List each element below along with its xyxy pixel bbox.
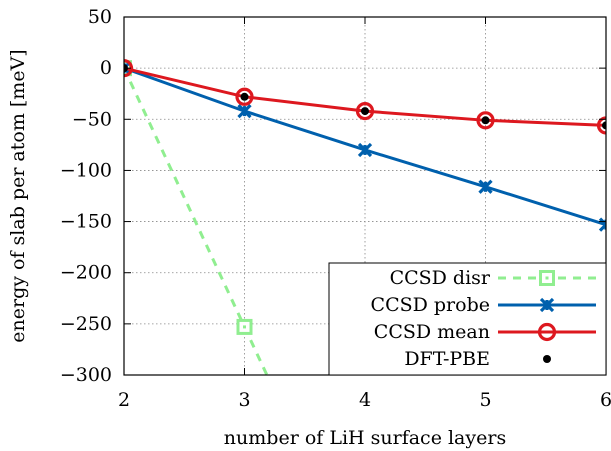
- data-point: [240, 92, 249, 101]
- y-tick-label: −50: [72, 108, 112, 130]
- legend-marker: [539, 270, 555, 286]
- legend-marker: [543, 355, 551, 363]
- x-tick-label: 6: [600, 389, 611, 411]
- x-tick-label: 3: [238, 389, 250, 411]
- data-point: [481, 116, 490, 125]
- data-point: [596, 116, 606, 135]
- data-point: [598, 217, 606, 232]
- y-tick-label: 0: [100, 57, 112, 79]
- data-point: [602, 121, 606, 130]
- data-point: [236, 318, 253, 335]
- data-point: [476, 111, 495, 130]
- data-point: [478, 179, 493, 194]
- legend-label: CCSD mean: [374, 321, 490, 343]
- y-tick-label: −250: [60, 313, 112, 335]
- legend-marker: [539, 297, 555, 313]
- series-layer: [124, 59, 606, 375]
- data-point: [237, 103, 252, 119]
- axes: 2 3 4 5 6 50 0 −50 −100 −150 −200 −250 −300: [60, 6, 611, 411]
- y-tick-label: −100: [60, 159, 112, 181]
- x-tick-label: 2: [118, 389, 130, 411]
- legend-label: CCSD probe: [371, 294, 490, 316]
- data-point: [124, 59, 134, 78]
- legend-box: [328, 262, 607, 376]
- legend-marker: [537, 322, 557, 342]
- y-tick-label: −200: [60, 262, 112, 284]
- data-point: [124, 61, 132, 76]
- x-tick-label: 5: [479, 389, 491, 411]
- data-point: [355, 102, 375, 121]
- y-tick-label: 50: [88, 6, 112, 28]
- y-axis-title: energy of slab per atom [meV]: [7, 49, 29, 342]
- data-point: [235, 87, 254, 106]
- legend: CCSD disr CCSD probe CCSD mean DFT-PBE: [328, 262, 607, 376]
- x-tick-label: 4: [359, 389, 371, 411]
- data-point: [361, 107, 369, 116]
- legend-label: DFT-PBE: [404, 348, 490, 370]
- y-tick-label: −150: [60, 211, 112, 233]
- x-axis-title: number of LiH surface layers: [224, 427, 506, 449]
- data-point: [357, 142, 373, 158]
- y-tick-label: −300: [60, 364, 112, 386]
- legend-label: CCSD disr: [390, 267, 491, 289]
